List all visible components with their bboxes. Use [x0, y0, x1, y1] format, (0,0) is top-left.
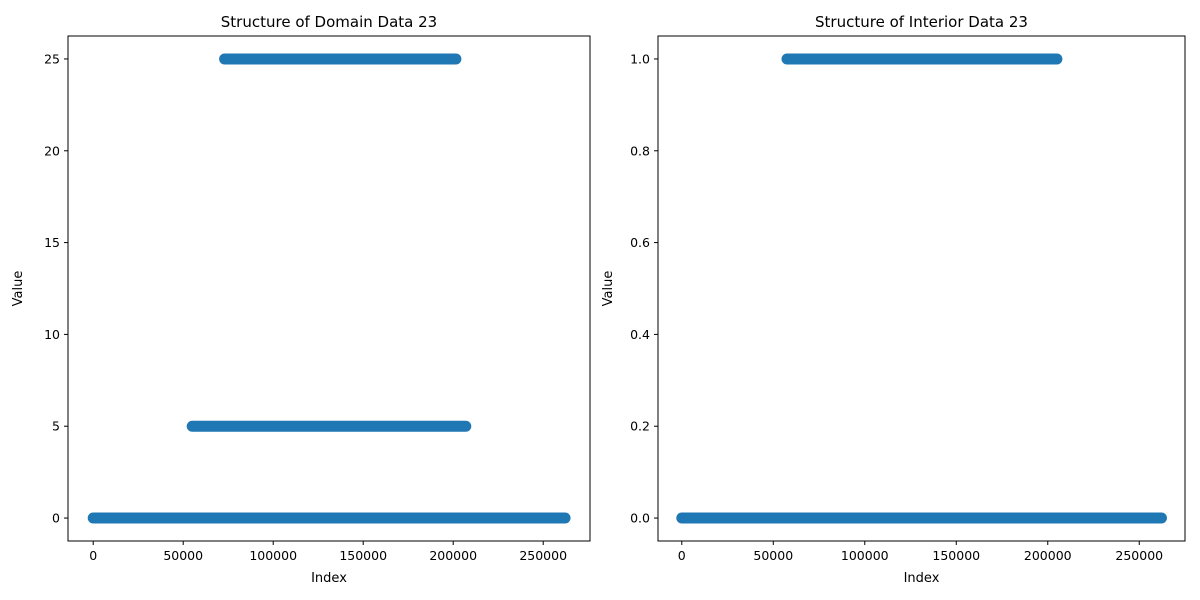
chart-title: Structure of Interior Data 23 — [815, 13, 1028, 31]
domain-data-chart: Structure of Domain Data 23 Index Value … — [11, 13, 591, 586]
x-tick-label: 100000 — [841, 548, 889, 563]
y-tick-label: 0.4 — [630, 327, 650, 342]
y-tick-label: 1.0 — [630, 51, 650, 66]
y-tick-label: 20 — [44, 143, 60, 158]
ticks: 0 50000 100000 150000 200000 250000 0 5 10 15 20 25 — [44, 51, 567, 563]
interior-data-chart: Structure of Interior Data 23 Index Valu… — [601, 13, 1186, 586]
x-tick-label: 100000 — [249, 548, 297, 563]
x-tick-label: 200000 — [1024, 548, 1072, 563]
x-tick-label: 0 — [678, 548, 686, 563]
x-tick-label: 0 — [89, 548, 97, 563]
x-tick-label: 200000 — [429, 548, 477, 563]
y-tick-label: 5 — [52, 419, 60, 434]
x-tick-label: 250000 — [1115, 548, 1163, 563]
y-tick-label: 15 — [44, 235, 60, 250]
ticks: 0 50000 100000 150000 200000 250000 0.0 0.2 0.4 0… — [630, 51, 1163, 563]
chart-title: Structure of Domain Data 23 — [221, 13, 437, 31]
y-axis-label: Value — [601, 271, 616, 307]
x-axis-label: Index — [904, 571, 940, 586]
data-marks — [87, 53, 571, 524]
plot-frame — [67, 35, 591, 542]
data-marks — [676, 53, 1167, 524]
x-tick-label: 50000 — [753, 548, 793, 563]
y-axis-label: Value — [11, 271, 26, 307]
y-tick-label: 25 — [44, 51, 60, 66]
x-tick-label: 150000 — [932, 548, 980, 563]
y-tick-label: 0.0 — [630, 511, 650, 526]
x-tick-label: 50000 — [163, 548, 203, 563]
x-axis-label: Index — [311, 571, 347, 586]
y-tick-label: 0.6 — [630, 235, 650, 250]
x-tick-label: 250000 — [519, 548, 567, 563]
y-tick-label: 0.2 — [630, 419, 650, 434]
plot-frame — [657, 35, 1186, 542]
y-tick-label: 10 — [44, 327, 60, 342]
x-tick-label: 150000 — [339, 548, 387, 563]
y-tick-label: 0.8 — [630, 143, 650, 158]
y-tick-label: 0 — [52, 511, 60, 526]
